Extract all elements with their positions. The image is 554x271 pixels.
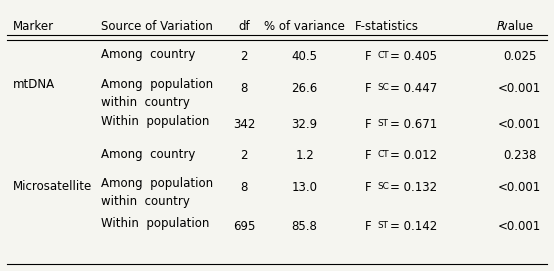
Text: P: P (496, 20, 504, 33)
Text: = 0.447: = 0.447 (390, 82, 437, 95)
Text: 342: 342 (233, 118, 255, 131)
Text: 8: 8 (240, 82, 248, 95)
Text: df: df (238, 20, 250, 33)
Text: 0.025: 0.025 (503, 50, 536, 63)
Text: Microsatellite: Microsatellite (12, 180, 91, 193)
Text: 0.238: 0.238 (503, 149, 536, 162)
Text: Source of Variation: Source of Variation (101, 20, 213, 33)
Text: 2: 2 (240, 50, 248, 63)
Text: 26.6: 26.6 (291, 82, 317, 95)
Text: SC: SC (377, 83, 389, 92)
Text: % of variance: % of variance (264, 20, 345, 33)
Text: Within  population: Within population (101, 217, 209, 230)
Text: <0.001: <0.001 (498, 220, 541, 233)
Text: 32.9: 32.9 (291, 118, 317, 131)
Text: F: F (365, 82, 372, 95)
Text: 2: 2 (240, 149, 248, 162)
Text: ST: ST (377, 221, 388, 230)
Text: mtDNA: mtDNA (12, 78, 54, 91)
Text: Among  country: Among country (101, 148, 195, 161)
Text: F: F (365, 220, 372, 233)
Text: 85.8: 85.8 (291, 220, 317, 233)
Text: CT: CT (377, 150, 389, 159)
Text: CT: CT (377, 51, 389, 60)
Text: 1.2: 1.2 (295, 149, 314, 162)
Text: Marker: Marker (12, 20, 54, 33)
Text: F: F (365, 118, 372, 131)
Text: = 0.671: = 0.671 (390, 118, 437, 131)
Text: F: F (365, 149, 372, 162)
Text: Among  population
within  country: Among population within country (101, 78, 213, 109)
Text: = 0.405: = 0.405 (390, 50, 437, 63)
Text: <0.001: <0.001 (498, 82, 541, 95)
Text: F: F (365, 50, 372, 63)
Text: 40.5: 40.5 (291, 50, 317, 63)
Text: Among  country: Among country (101, 48, 195, 61)
Text: F-statistics: F-statistics (355, 20, 419, 33)
Text: 13.0: 13.0 (291, 181, 317, 194)
Text: ST: ST (377, 120, 388, 128)
Text: = 0.132: = 0.132 (390, 181, 437, 194)
Text: 8: 8 (240, 181, 248, 194)
Text: Among  population
within  country: Among population within country (101, 177, 213, 208)
Text: 695: 695 (233, 220, 255, 233)
Text: value: value (497, 20, 534, 33)
Text: Within  population: Within population (101, 115, 209, 128)
Text: SC: SC (377, 182, 389, 191)
Text: = 0.142: = 0.142 (390, 220, 437, 233)
Text: F: F (365, 181, 372, 194)
Text: = 0.012: = 0.012 (390, 149, 437, 162)
Text: <0.001: <0.001 (498, 118, 541, 131)
Text: <0.001: <0.001 (498, 181, 541, 194)
